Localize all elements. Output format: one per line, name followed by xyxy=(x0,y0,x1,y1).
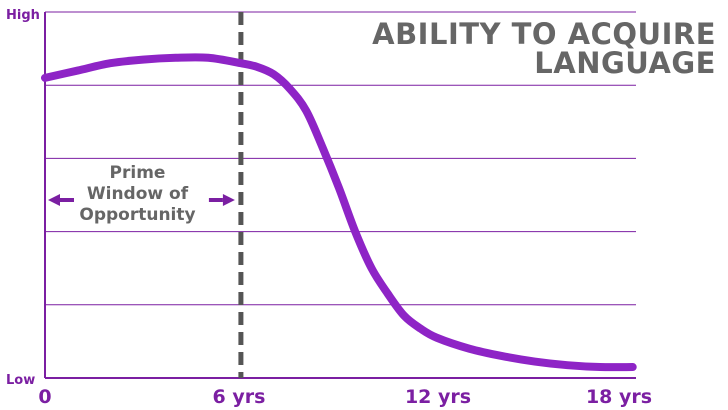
x-tick-0: 0 xyxy=(38,386,52,408)
prime-window-line-3: Opportunity xyxy=(79,205,196,225)
chart-title-line-2: LANGUAGE xyxy=(534,46,716,80)
x-tick-6: 6 yrs xyxy=(212,386,266,408)
x-tick-18: 18 yrs xyxy=(585,386,653,408)
arrow-left-head xyxy=(48,194,60,206)
arrow-right-head xyxy=(222,194,235,206)
prime-window-label: Prime Window of Opportunity xyxy=(70,163,205,226)
prime-window-line-2: Window of xyxy=(86,184,189,204)
chart-title-line-1: ABILITY TO ACQUIRE xyxy=(372,17,716,51)
y-tick-low: Low xyxy=(6,373,36,388)
y-tick-high: High xyxy=(6,8,40,23)
series-line-0 xyxy=(41,53,637,372)
x-tick-12: 12 yrs xyxy=(404,386,472,408)
prime-window-line-1: Prime xyxy=(109,163,166,183)
chart-title: ABILITY TO ACQUIRE LANGUAGE xyxy=(372,20,716,78)
